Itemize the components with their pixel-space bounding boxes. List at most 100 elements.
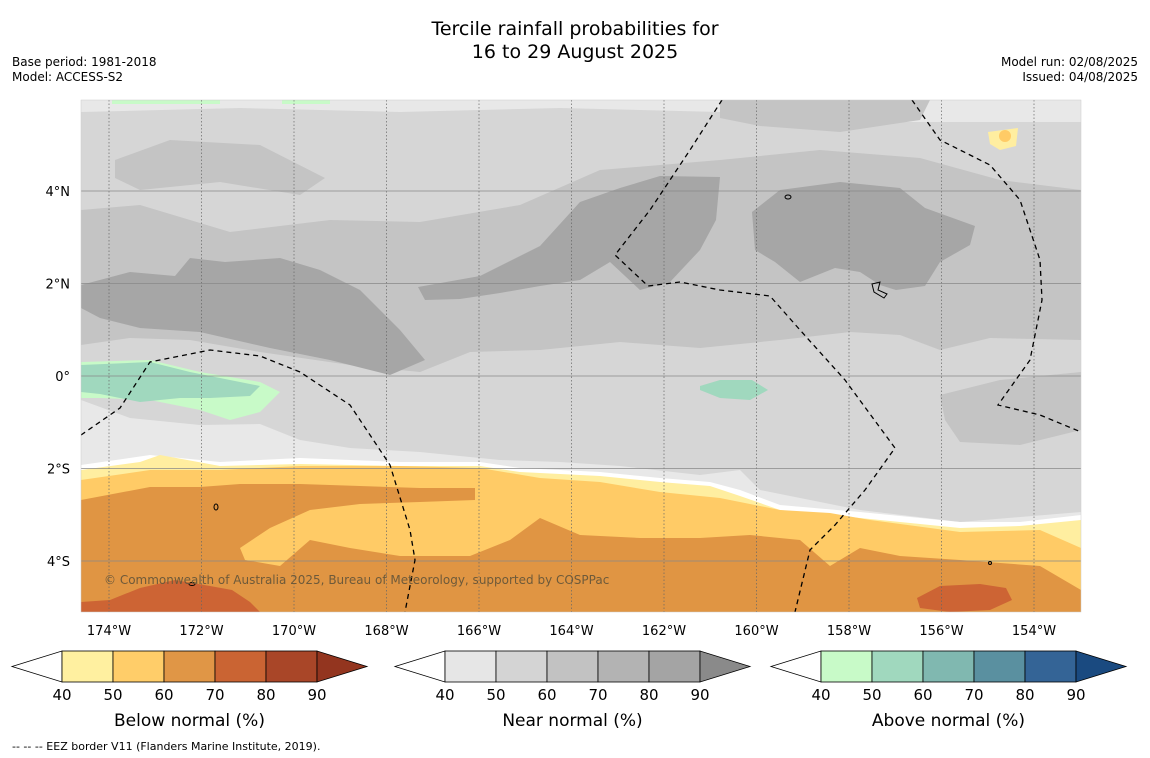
map-frame <box>80 99 1082 613</box>
legend-color-swatch <box>546 650 599 683</box>
legend-title: Above normal (%) <box>872 711 1025 731</box>
longitude-label: 172°W <box>179 624 223 639</box>
legend-tick-label: 50 <box>862 686 881 704</box>
legend-tick-label: 90 <box>690 686 709 704</box>
legend-color-swatch <box>444 650 497 683</box>
longitude-label: 156°W <box>919 624 963 639</box>
near-normal-region <box>720 100 930 132</box>
legend-tick-label: 40 <box>811 686 830 704</box>
latitude-label: 4°N <box>46 185 71 200</box>
island-outlines <box>188 194 992 586</box>
legend-tick-label: 60 <box>913 686 932 704</box>
legend-high-triangle <box>1075 650 1128 683</box>
above-normal-40-region <box>112 100 220 104</box>
legend-color-swatch <box>495 650 548 683</box>
longitude-label: 164°W <box>549 624 593 639</box>
legend-tick-label: 70 <box>964 686 983 704</box>
island-outline <box>784 194 792 200</box>
map-plot-area <box>81 100 1081 612</box>
below-normal-50-region <box>999 130 1011 142</box>
below-normal-60-region <box>81 484 1081 612</box>
issued-date: Issued: 04/08/2025 <box>1022 70 1138 84</box>
color-legends: 40 50 60 70 80 90 Below normal (%) 40 50 60 70 80 90… <box>10 650 1128 731</box>
longitude-labels: 174°W 172°W 170°W 168°W 166°W 164°W 162°W 160°W… <box>87 624 1056 639</box>
latitude-gridlines <box>81 190 1081 562</box>
legend-tick-label: 60 <box>537 686 556 704</box>
legend-tick-label: 90 <box>1066 686 1085 704</box>
legend-high-triangle <box>316 650 369 683</box>
legend-low-triangle <box>10 650 63 683</box>
island-outline <box>213 503 219 511</box>
legend-tick-label: 50 <box>103 686 122 704</box>
legend-tick-label: 70 <box>205 686 224 704</box>
legend-colorbar: 40 50 60 70 80 90 Above normal (%) <box>769 650 1128 731</box>
legend-color-swatch <box>61 650 114 683</box>
legend-color-swatch <box>265 650 318 683</box>
legend-tick-label: 50 <box>486 686 505 704</box>
legend-color-swatch <box>922 650 975 683</box>
longitude-label: 166°W <box>457 624 501 639</box>
legend-color-swatch <box>648 650 701 683</box>
longitude-label: 168°W <box>364 624 408 639</box>
legend-tick-label: 80 <box>639 686 658 704</box>
near-normal-region <box>115 140 325 195</box>
latitude-label: 2°S <box>47 463 70 478</box>
below-normal-70-region <box>917 584 1012 612</box>
model-run: Model run: 02/08/2025 <box>1000 55 1138 69</box>
above-normal-40-region <box>282 100 330 104</box>
longitude-label: 158°W <box>827 624 871 639</box>
legend-high-triangle <box>699 650 752 683</box>
longitude-label: 154°W <box>1012 624 1056 639</box>
legend-color-swatch <box>597 650 650 683</box>
eez-footnote: -- -- -- EEZ border V11 (Flanders Marine… <box>12 740 321 753</box>
longitude-gridlines <box>108 100 1035 612</box>
map-title: Tercile rainfall probabilities for 16 to… <box>0 18 1150 64</box>
near-normal-region <box>940 372 1081 445</box>
below-normal-70-region <box>81 580 260 612</box>
legend-color-swatch <box>1024 650 1077 683</box>
legend-low-triangle <box>769 650 822 683</box>
eez-border-line <box>81 349 416 612</box>
model-info: Base period: 1981-2018 Model: ACCESS-S2 <box>12 55 157 85</box>
legend-colorbar: 40 50 60 70 80 90 Below normal (%) <box>10 650 369 731</box>
legend-color-swatch <box>163 650 216 683</box>
latitude-label: 4°S <box>47 555 70 570</box>
longitude-label: 174°W <box>87 624 131 639</box>
legend-tick-label: 60 <box>154 686 173 704</box>
latitude-label: 2°N <box>46 278 71 293</box>
copyright-notice: © Commonwealth of Australia 2025, Bureau… <box>104 573 609 587</box>
above-normal-50-region <box>81 362 260 402</box>
latitude-label: 0° <box>55 370 70 385</box>
run-info: Model run: 02/08/2025 Issued: 04/08/2025 <box>1001 55 1138 85</box>
legend-color-swatch <box>820 650 873 683</box>
legend-tick-label: 90 <box>307 686 326 704</box>
island-outline <box>871 281 888 299</box>
legend-color-swatch <box>112 650 165 683</box>
longitude-label: 162°W <box>642 624 686 639</box>
near-normal-high-region <box>418 176 720 300</box>
model-name: Model: ACCESS-S2 <box>12 70 124 84</box>
near-normal-high-region <box>752 182 975 290</box>
legend-title: Below normal (%) <box>114 711 265 731</box>
legend-color-swatch <box>973 650 1026 683</box>
longitude-label: 170°W <box>272 624 316 639</box>
island-outline <box>188 582 196 586</box>
title-line-2: 16 to 29 August 2025 <box>471 41 679 63</box>
base-period: Base period: 1981-2018 <box>12 55 157 69</box>
above-normal-50-region <box>700 380 768 400</box>
legend-color-swatch <box>214 650 267 683</box>
legend-color-swatch <box>871 650 924 683</box>
island-outline <box>988 561 992 565</box>
legend-tick-label: 40 <box>52 686 71 704</box>
latitude-labels: 4°N 2°N 0° 2°S 4°S <box>46 185 71 570</box>
legend-tick-label: 80 <box>256 686 275 704</box>
legend-title: Near normal (%) <box>502 711 642 731</box>
near-normal-high-region <box>81 258 425 375</box>
legend-colorbar: 40 50 60 70 80 90 Near normal (%) <box>393 650 752 731</box>
legend-tick-label: 70 <box>588 686 607 704</box>
legend-low-triangle <box>393 650 446 683</box>
legend-tick-label: 40 <box>435 686 454 704</box>
longitude-label: 160°W <box>734 624 778 639</box>
legend-tick-label: 80 <box>1015 686 1034 704</box>
